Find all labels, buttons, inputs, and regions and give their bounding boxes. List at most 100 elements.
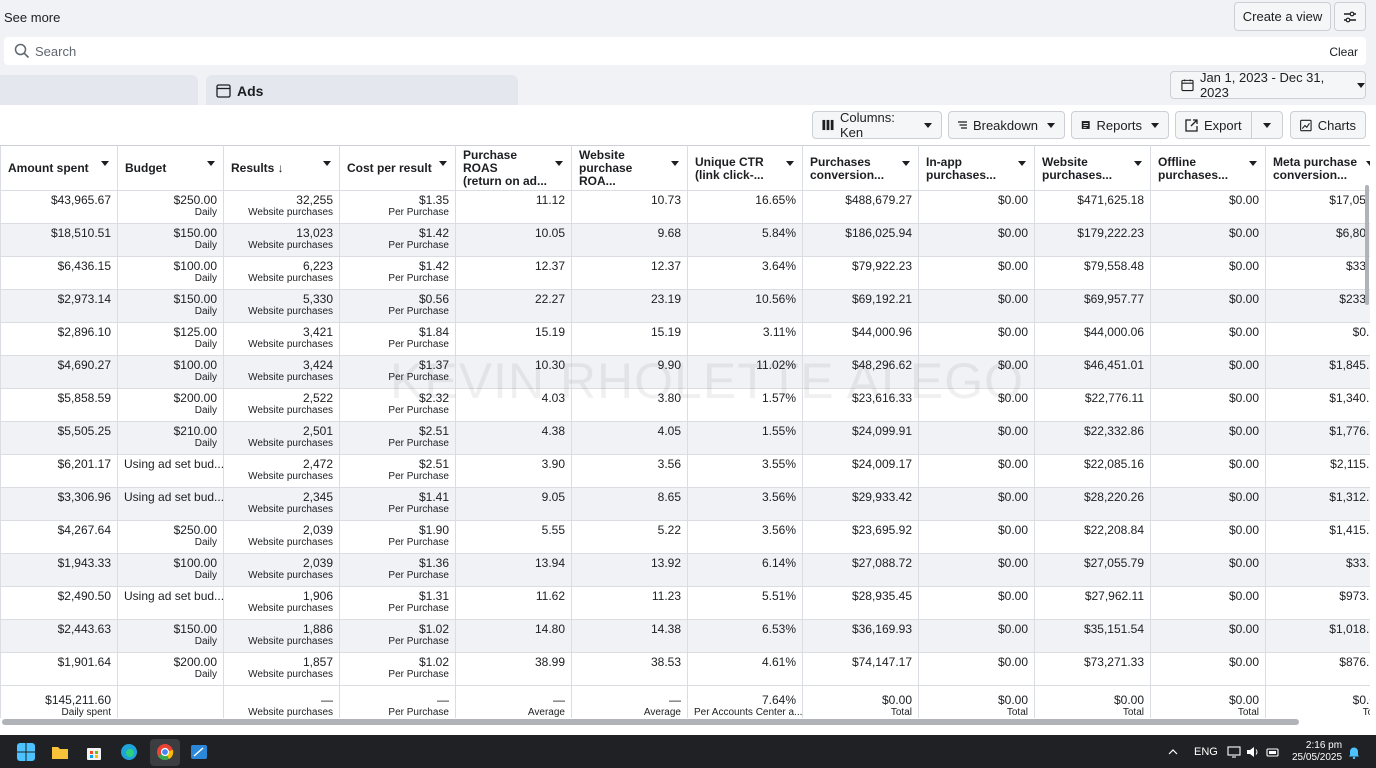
export-button[interactable]: Export: [1175, 111, 1252, 139]
column-header-label: Website: [579, 148, 625, 162]
cell-budget: $250.00 Daily: [117, 520, 224, 554]
chevron-down-icon[interactable]: [1134, 161, 1142, 166]
table-row[interactable]: $2,973.14 $150.00 Daily 5,330 Website purcha…: [0, 289, 1370, 323]
column-header[interactable]: In-app purchases...: [918, 145, 1035, 191]
breakdown-button[interactable]: Breakdown: [948, 111, 1065, 139]
cell-pcv: $69,192.21: [802, 289, 919, 323]
battery-icon[interactable]: [1266, 746, 1280, 758]
column-header[interactable]: Offline purchases...: [1150, 145, 1266, 191]
cell-amount: $5,858.59: [0, 388, 118, 422]
vertical-scrollbar[interactable]: [1365, 185, 1369, 305]
volume-icon[interactable]: [1246, 746, 1260, 758]
table-row[interactable]: $6,201.17 Using ad set bud... 2,472 Website…: [0, 454, 1370, 488]
cell-offline: $0.00: [1150, 586, 1266, 620]
column-header-label-line2: conversion...: [1273, 167, 1348, 182]
cell-subtext: Website purchases: [248, 636, 333, 647]
cell-value: $1.41: [418, 490, 449, 504]
cell-subtext: Website purchases: [248, 669, 333, 680]
column-header[interactable]: Unique CTR (link click-...: [687, 145, 803, 191]
table-row[interactable]: $18,510.51 $150.00 Daily 13,023 Website purc…: [0, 223, 1370, 257]
table-row[interactable]: $5,858.59 $200.00 Daily 2,522 Website purcha…: [0, 388, 1370, 422]
cell-budget: $150.00 Daily: [117, 289, 224, 323]
charts-button[interactable]: Charts: [1290, 111, 1366, 139]
cell-pcv: $36,169.93: [802, 619, 919, 653]
cell-value: 10.30: [534, 358, 565, 372]
cell-budget: $200.00 Daily: [117, 388, 224, 422]
snipping-tool-icon[interactable]: [190, 743, 208, 761]
cell-value: $186,025.94: [845, 226, 912, 240]
table-row[interactable]: $2,443.63 $150.00 Daily 1,886 Website purcha…: [0, 619, 1370, 653]
cell-roas: 22.27: [455, 289, 572, 323]
search-bar[interactable]: Search Clear: [4, 37, 1366, 65]
column-header[interactable]: Website purchase ROA...: [571, 145, 688, 191]
filter-settings-button[interactable]: [1334, 2, 1366, 31]
table-row[interactable]: $5,505.25 $210.00 Daily 2,501 Website purcha…: [0, 421, 1370, 455]
column-header[interactable]: Purchase ROAS (return on ad...: [455, 145, 572, 191]
table-row[interactable]: $2,896.10 $125.00 Daily 3,421 Website purcha…: [0, 322, 1370, 356]
store-icon[interactable]: [85, 743, 103, 761]
cell-web-roas: 10.73: [571, 190, 688, 224]
notification-bell-icon[interactable]: [1348, 746, 1360, 759]
chevron-down-icon[interactable]: [323, 161, 331, 166]
chevron-down-icon[interactable]: [786, 161, 794, 166]
cell-meta: $233...: [1265, 289, 1370, 323]
chevron-down-icon[interactable]: [902, 161, 910, 166]
see-more-link[interactable]: See more: [4, 10, 61, 25]
column-header[interactable]: Budget: [117, 145, 224, 191]
create-view-button[interactable]: Create a view: [1234, 2, 1331, 31]
cell-value: 38.53: [650, 655, 681, 669]
chevron-down-icon[interactable]: [207, 161, 215, 166]
cell-offline: $0.00: [1150, 223, 1266, 257]
horizontal-scrollbar[interactable]: [2, 719, 1299, 725]
chevron-down-icon[interactable]: [1018, 161, 1026, 166]
system-clock[interactable]: 2:16 pm 25/05/2025: [1292, 740, 1342, 764]
chevron-up-icon[interactable]: [1168, 748, 1178, 755]
column-header[interactable]: Cost per result: [339, 145, 456, 191]
language-indicator[interactable]: ENG: [1194, 746, 1218, 758]
cell-value: $973...: [1339, 589, 1370, 603]
chevron-down-icon[interactable]: [439, 161, 447, 166]
file-explorer-icon[interactable]: [51, 743, 69, 761]
chrome-icon[interactable]: [156, 743, 174, 761]
cell-value: 1.55%: [761, 424, 796, 438]
cell-pcv: $24,099.91: [802, 421, 919, 455]
edge-icon[interactable]: [120, 743, 138, 761]
cell-subtext: Daily: [194, 570, 217, 581]
export-options-button[interactable]: [1251, 111, 1283, 139]
column-header[interactable]: Purchases conversion...: [802, 145, 919, 191]
cell-value: 10.73: [650, 193, 681, 207]
windows-start-icon[interactable]: [17, 743, 35, 761]
tab-ads[interactable]: Ads: [206, 75, 518, 105]
cell-webp: $44,000.06: [1034, 322, 1151, 356]
chevron-down-icon[interactable]: [1366, 161, 1370, 166]
chevron-down-icon[interactable]: [1249, 161, 1257, 166]
table-row[interactable]: $43,965.67 $250.00 Daily 32,255 Website purc…: [0, 190, 1370, 224]
search-input[interactable]: Search: [35, 44, 77, 59]
columns-button[interactable]: Columns: Ken: [812, 110, 942, 140]
column-header[interactable]: Meta purchase conversion...: [1265, 145, 1370, 191]
table-row[interactable]: $3,306.96 Using ad set bud... 2,345 Website…: [0, 487, 1370, 521]
table-row[interactable]: $1,901.64 $200.00 Daily 1,857 Website purcha…: [0, 652, 1370, 686]
table-row[interactable]: $6,436.15 $100.00 Daily 6,223 Website purcha…: [0, 256, 1370, 290]
clear-search-button[interactable]: Clear: [1329, 45, 1358, 59]
reports-button[interactable]: Reports: [1071, 111, 1169, 139]
tab-campaigns[interactable]: [0, 75, 198, 105]
column-header[interactable]: Website purchases...: [1034, 145, 1151, 191]
total-subtext: Total: [1237, 707, 1259, 718]
cell-roas: 4.03: [455, 388, 572, 422]
cell-value: 12.37: [650, 259, 681, 273]
chevron-down-icon[interactable]: [101, 161, 109, 166]
network-icon[interactable]: [1227, 746, 1241, 758]
table-row[interactable]: $1,943.33 $100.00 Daily 2,039 Website purcha…: [0, 553, 1370, 587]
cell-subtext: Daily: [194, 240, 217, 251]
table-row[interactable]: $2,490.50 Using ad set bud... 1,906 Website…: [0, 586, 1370, 620]
date-range-picker[interactable]: Jan 1, 2023 - Dec 31, 2023: [1170, 70, 1366, 100]
chevron-down-icon[interactable]: [671, 161, 679, 166]
column-header[interactable]: Results ↓: [223, 145, 340, 191]
column-header[interactable]: Amount spent: [0, 145, 118, 191]
cell-results: 32,255 Website purchases: [223, 190, 340, 224]
cell-subtext: Daily: [194, 438, 217, 449]
table-row[interactable]: $4,690.27 $100.00 Daily 3,424 Website purcha…: [0, 355, 1370, 389]
chevron-down-icon[interactable]: [555, 161, 563, 166]
table-row[interactable]: $4,267.64 $250.00 Daily 2,039 Website purcha…: [0, 520, 1370, 554]
